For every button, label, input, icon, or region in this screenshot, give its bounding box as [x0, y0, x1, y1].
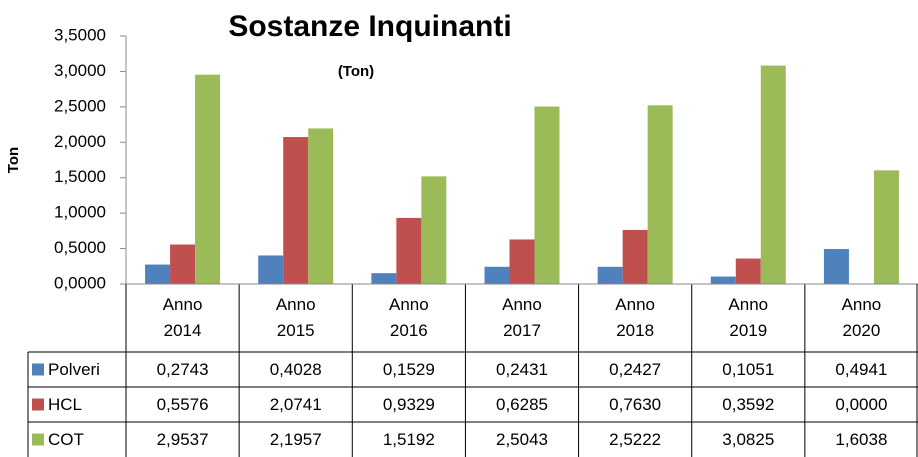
table-value: 2,9537 — [157, 430, 209, 449]
bar — [308, 128, 334, 284]
chart-subtitle: (Ton) — [338, 63, 374, 80]
bar — [421, 176, 447, 284]
table-value: 2,5043 — [496, 430, 548, 449]
legend-swatch — [32, 398, 44, 411]
x-tick-label: Anno 2019 — [728, 295, 769, 340]
x-tick-label: Anno 2014 — [162, 295, 203, 340]
table-value: 2,1957 — [270, 430, 322, 449]
bar — [484, 266, 510, 284]
y-tick-label: 1,5000 — [54, 167, 106, 186]
bar — [258, 255, 284, 284]
legend-swatch — [32, 433, 44, 446]
bar — [283, 137, 309, 284]
table-value: 0,5576 — [157, 395, 209, 414]
x-tick-label: Anno 2020 — [841, 295, 882, 340]
y-tick-label: 0,5000 — [54, 238, 106, 257]
table-value: 0,2431 — [496, 360, 548, 379]
bar — [710, 276, 736, 284]
table-value: 1,6038 — [835, 430, 887, 449]
bar — [195, 74, 221, 284]
bar — [597, 266, 623, 284]
bar — [647, 105, 673, 284]
table-value: 0,0000 — [835, 395, 887, 414]
bar — [760, 65, 786, 284]
y-tick-label: 1,0000 — [54, 203, 106, 222]
bar — [735, 258, 761, 284]
x-tick-label: Anno 2017 — [502, 295, 542, 340]
legend-label: HCL — [48, 395, 82, 414]
bar — [873, 170, 899, 284]
table-value: 0,1051 — [722, 360, 774, 379]
bar — [509, 239, 535, 284]
table-value: 2,0741 — [270, 395, 322, 414]
legend-label: COT — [48, 430, 84, 449]
y-tick-label: 3,0000 — [54, 61, 106, 80]
legend-swatch — [32, 363, 44, 376]
y-tick-label: 0,0000 — [54, 273, 106, 292]
y-tick-label: 2,5000 — [54, 96, 106, 115]
bar — [371, 273, 397, 284]
x-tick-label: Anno 2016 — [388, 295, 429, 340]
table-value: 0,6285 — [496, 395, 548, 414]
y-tick-label: 3,5000 — [54, 25, 106, 44]
bar — [534, 106, 560, 284]
table-value: 0,2743 — [157, 360, 209, 379]
table-value: 2,5222 — [609, 430, 661, 449]
table-value: 0,1529 — [383, 360, 435, 379]
chart-title: Sostanze Inquinanti — [228, 10, 511, 43]
legend-label: Polveri — [48, 360, 100, 379]
table-value: 0,4028 — [270, 360, 322, 379]
x-tick-label: Anno 2015 — [275, 295, 316, 340]
table-value: 3,0825 — [722, 430, 774, 449]
bar — [823, 248, 849, 284]
table-value: 0,2427 — [609, 360, 661, 379]
y-tick-label: 2,0000 — [54, 132, 106, 151]
bar — [396, 217, 422, 284]
table-value: 0,3592 — [722, 395, 774, 414]
table-value: 0,4941 — [835, 360, 887, 379]
y-axis-label: Ton — [5, 147, 22, 173]
x-tick-label: Anno 2018 — [615, 295, 655, 340]
bar — [145, 264, 171, 284]
table-value: 1,5192 — [383, 430, 435, 449]
bar — [170, 244, 196, 284]
table-value: 0,7630 — [609, 395, 661, 414]
table-value: 0,9329 — [383, 395, 435, 414]
bar — [622, 229, 648, 284]
